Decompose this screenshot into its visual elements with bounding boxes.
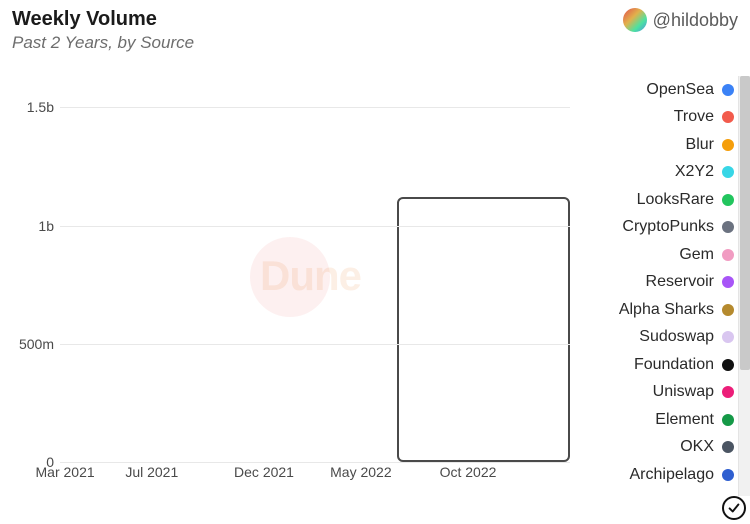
legend-item[interactable]: X2Y2 [590,159,734,187]
legend-label: Trove [674,108,714,126]
titles: Weekly Volume Past 2 Years, by Source [12,8,194,53]
legend-label: Gem [679,246,714,264]
x-tick-label: Dec 2021 [234,464,294,480]
author-handle: @hildobby [653,10,738,31]
legend-dot-icon [722,331,734,343]
legend-item[interactable]: Sudoswap [590,324,734,352]
legend-dot-icon [722,139,734,151]
x-tick-label: May 2022 [330,464,391,480]
x-tick-label: Oct 2022 [440,464,497,480]
verified-check-icon[interactable] [722,496,746,520]
grid-line [60,107,570,108]
legend-item[interactable]: OpenSea [590,76,734,104]
legend-item[interactable]: LooksRare [590,186,734,214]
legend-dot-icon [722,84,734,96]
legend-label: Foundation [634,356,714,374]
chart-subtitle: Past 2 Years, by Source [12,33,194,53]
legend-dot-icon [722,469,734,481]
legend-item[interactable]: Gem [590,241,734,269]
legend-label: Blur [686,136,714,154]
legend-dot-icon [722,441,734,453]
legend-scrollbar[interactable] [738,76,750,496]
legend-dot-icon [722,166,734,178]
legend-dot-icon [722,194,734,206]
bar-container [60,72,570,462]
legend-dot-icon [722,276,734,288]
legend-dot-icon [722,304,734,316]
legend-label: Alpha Sharks [619,301,714,319]
chart-title: Weekly Volume [12,8,194,31]
legend: OpenSea Trove Blur X2Y2 LooksRare CryptoPunks… [590,76,738,496]
legend-item[interactable]: Foundation [590,351,734,379]
legend-item[interactable]: OKX [590,434,734,462]
avatar-icon [623,8,647,32]
legend-label: OKX [680,438,714,456]
legend-dot-icon [722,111,734,123]
legend-item[interactable]: Uniswap [590,379,734,407]
legend-label: Reservoir [646,273,714,291]
y-tick-label: 1.5b [27,99,54,115]
legend-label: Archipelago [630,466,715,484]
legend-item[interactable]: Blur [590,131,734,159]
plot-region[interactable]: Dune 0500m1b1.5b [60,72,570,462]
legend-label: LooksRare [637,191,714,209]
legend-label: CryptoPunks [622,218,714,236]
grid-line [60,344,570,345]
legend-label: Uniswap [653,383,714,401]
y-tick-label: 500m [19,336,54,352]
legend-label: OpenSea [646,81,714,99]
author-block[interactable]: @hildobby [623,8,738,32]
legend-item[interactable]: Reservoir [590,269,734,297]
x-axis-ticks: Mar 2021Jul 2021Dec 2021May 2022Oct 2022 [60,464,570,486]
legend-item[interactable]: Alpha Sharks [590,296,734,324]
legend-item[interactable]: Element [590,406,734,434]
legend-label: X2Y2 [675,163,714,181]
legend-wrap: OpenSea Trove Blur X2Y2 LooksRare CryptoPunks… [590,76,750,496]
legend-item[interactable]: CryptoPunks [590,214,734,242]
y-tick-label: 1b [38,218,54,234]
legend-dot-icon [722,221,734,233]
legend-item[interactable]: Trove [590,104,734,132]
legend-label: Sudoswap [639,328,714,346]
legend-dot-icon [722,249,734,261]
x-tick-label: Mar 2021 [36,464,95,480]
legend-dot-icon [722,386,734,398]
x-tick-label: Jul 2021 [125,464,178,480]
grid-line [60,226,570,227]
legend-label: Element [655,411,714,429]
legend-item[interactable]: Archipelago [590,461,734,489]
grid-line [60,462,570,463]
scroll-thumb[interactable] [740,76,750,370]
legend-dot-icon [722,359,734,371]
legend-dot-icon [722,414,734,426]
chart-header: Weekly Volume Past 2 Years, by Source @h… [0,0,750,53]
